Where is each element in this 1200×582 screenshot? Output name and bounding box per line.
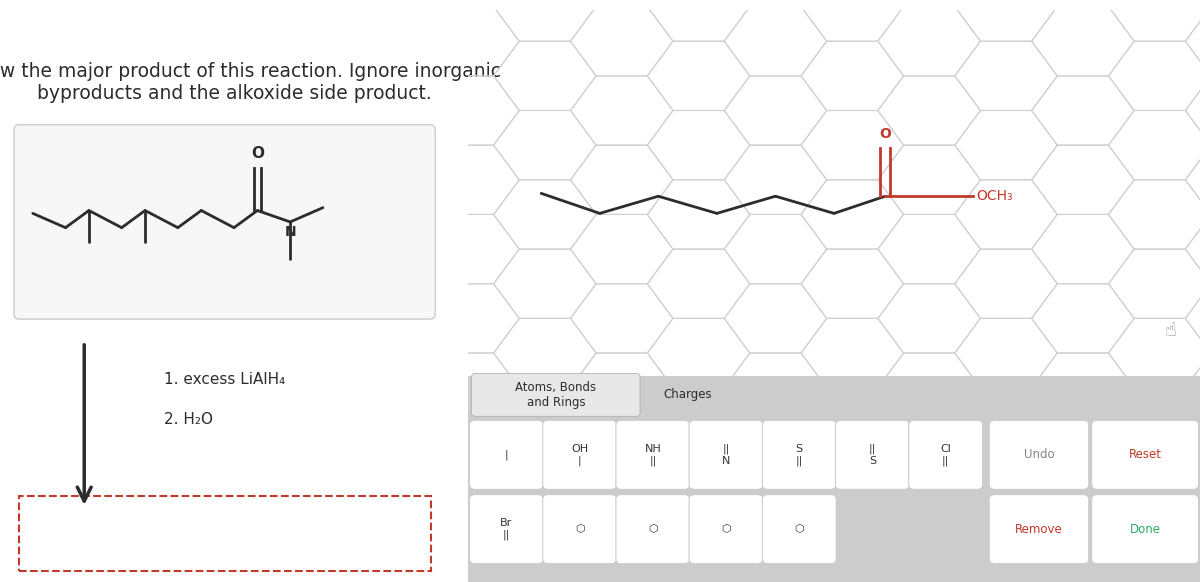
- FancyBboxPatch shape: [762, 495, 836, 564]
- FancyBboxPatch shape: [689, 495, 763, 564]
- FancyBboxPatch shape: [835, 420, 910, 489]
- Text: Cl
||: Cl ||: [940, 444, 952, 466]
- FancyBboxPatch shape: [14, 125, 436, 319]
- Text: O: O: [880, 127, 892, 141]
- Text: Br
||: Br ||: [500, 518, 512, 540]
- Text: O: O: [251, 146, 264, 161]
- Bar: [468, 376, 1200, 582]
- FancyBboxPatch shape: [689, 420, 763, 489]
- Text: Atoms, Bonds
and Rings: Atoms, Bonds and Rings: [515, 381, 596, 409]
- FancyBboxPatch shape: [1092, 495, 1199, 564]
- Text: ☝: ☝: [1165, 321, 1177, 340]
- Text: Charges: Charges: [664, 388, 712, 401]
- FancyBboxPatch shape: [19, 496, 431, 570]
- FancyBboxPatch shape: [762, 420, 836, 489]
- Text: 1. excess LiAlH₄: 1. excess LiAlH₄: [163, 372, 286, 386]
- FancyBboxPatch shape: [542, 420, 617, 489]
- Text: ||
N: || N: [722, 444, 731, 466]
- Text: Undo: Undo: [1024, 448, 1055, 462]
- Text: ||
S: || S: [869, 444, 876, 466]
- Text: ⬡: ⬡: [721, 524, 731, 534]
- Text: N: N: [284, 225, 296, 239]
- FancyBboxPatch shape: [542, 495, 617, 564]
- Text: Remove: Remove: [1015, 523, 1063, 535]
- Text: Reset: Reset: [1128, 448, 1162, 462]
- FancyBboxPatch shape: [1092, 420, 1199, 489]
- Text: ⬡: ⬡: [794, 524, 804, 534]
- Text: ⬡: ⬡: [648, 524, 658, 534]
- FancyBboxPatch shape: [616, 420, 690, 489]
- Text: 2. H₂O: 2. H₂O: [163, 411, 212, 427]
- FancyBboxPatch shape: [989, 495, 1088, 564]
- Text: OH
|: OH |: [571, 444, 588, 466]
- Text: ⬡: ⬡: [575, 524, 584, 534]
- FancyBboxPatch shape: [616, 495, 690, 564]
- Text: OCH₃: OCH₃: [977, 189, 1013, 203]
- FancyBboxPatch shape: [989, 420, 1088, 489]
- FancyBboxPatch shape: [908, 420, 983, 489]
- Text: Done: Done: [1129, 523, 1160, 535]
- FancyBboxPatch shape: [469, 420, 544, 489]
- Text: Draw the major product of this reaction. Ignore inorganic
byproducts and the alk: Draw the major product of this reaction.…: [0, 62, 502, 103]
- Text: |: |: [505, 449, 509, 460]
- FancyBboxPatch shape: [469, 495, 544, 564]
- Text: S
||: S ||: [796, 444, 803, 466]
- Text: NH
||: NH ||: [644, 444, 661, 466]
- FancyBboxPatch shape: [472, 374, 640, 416]
